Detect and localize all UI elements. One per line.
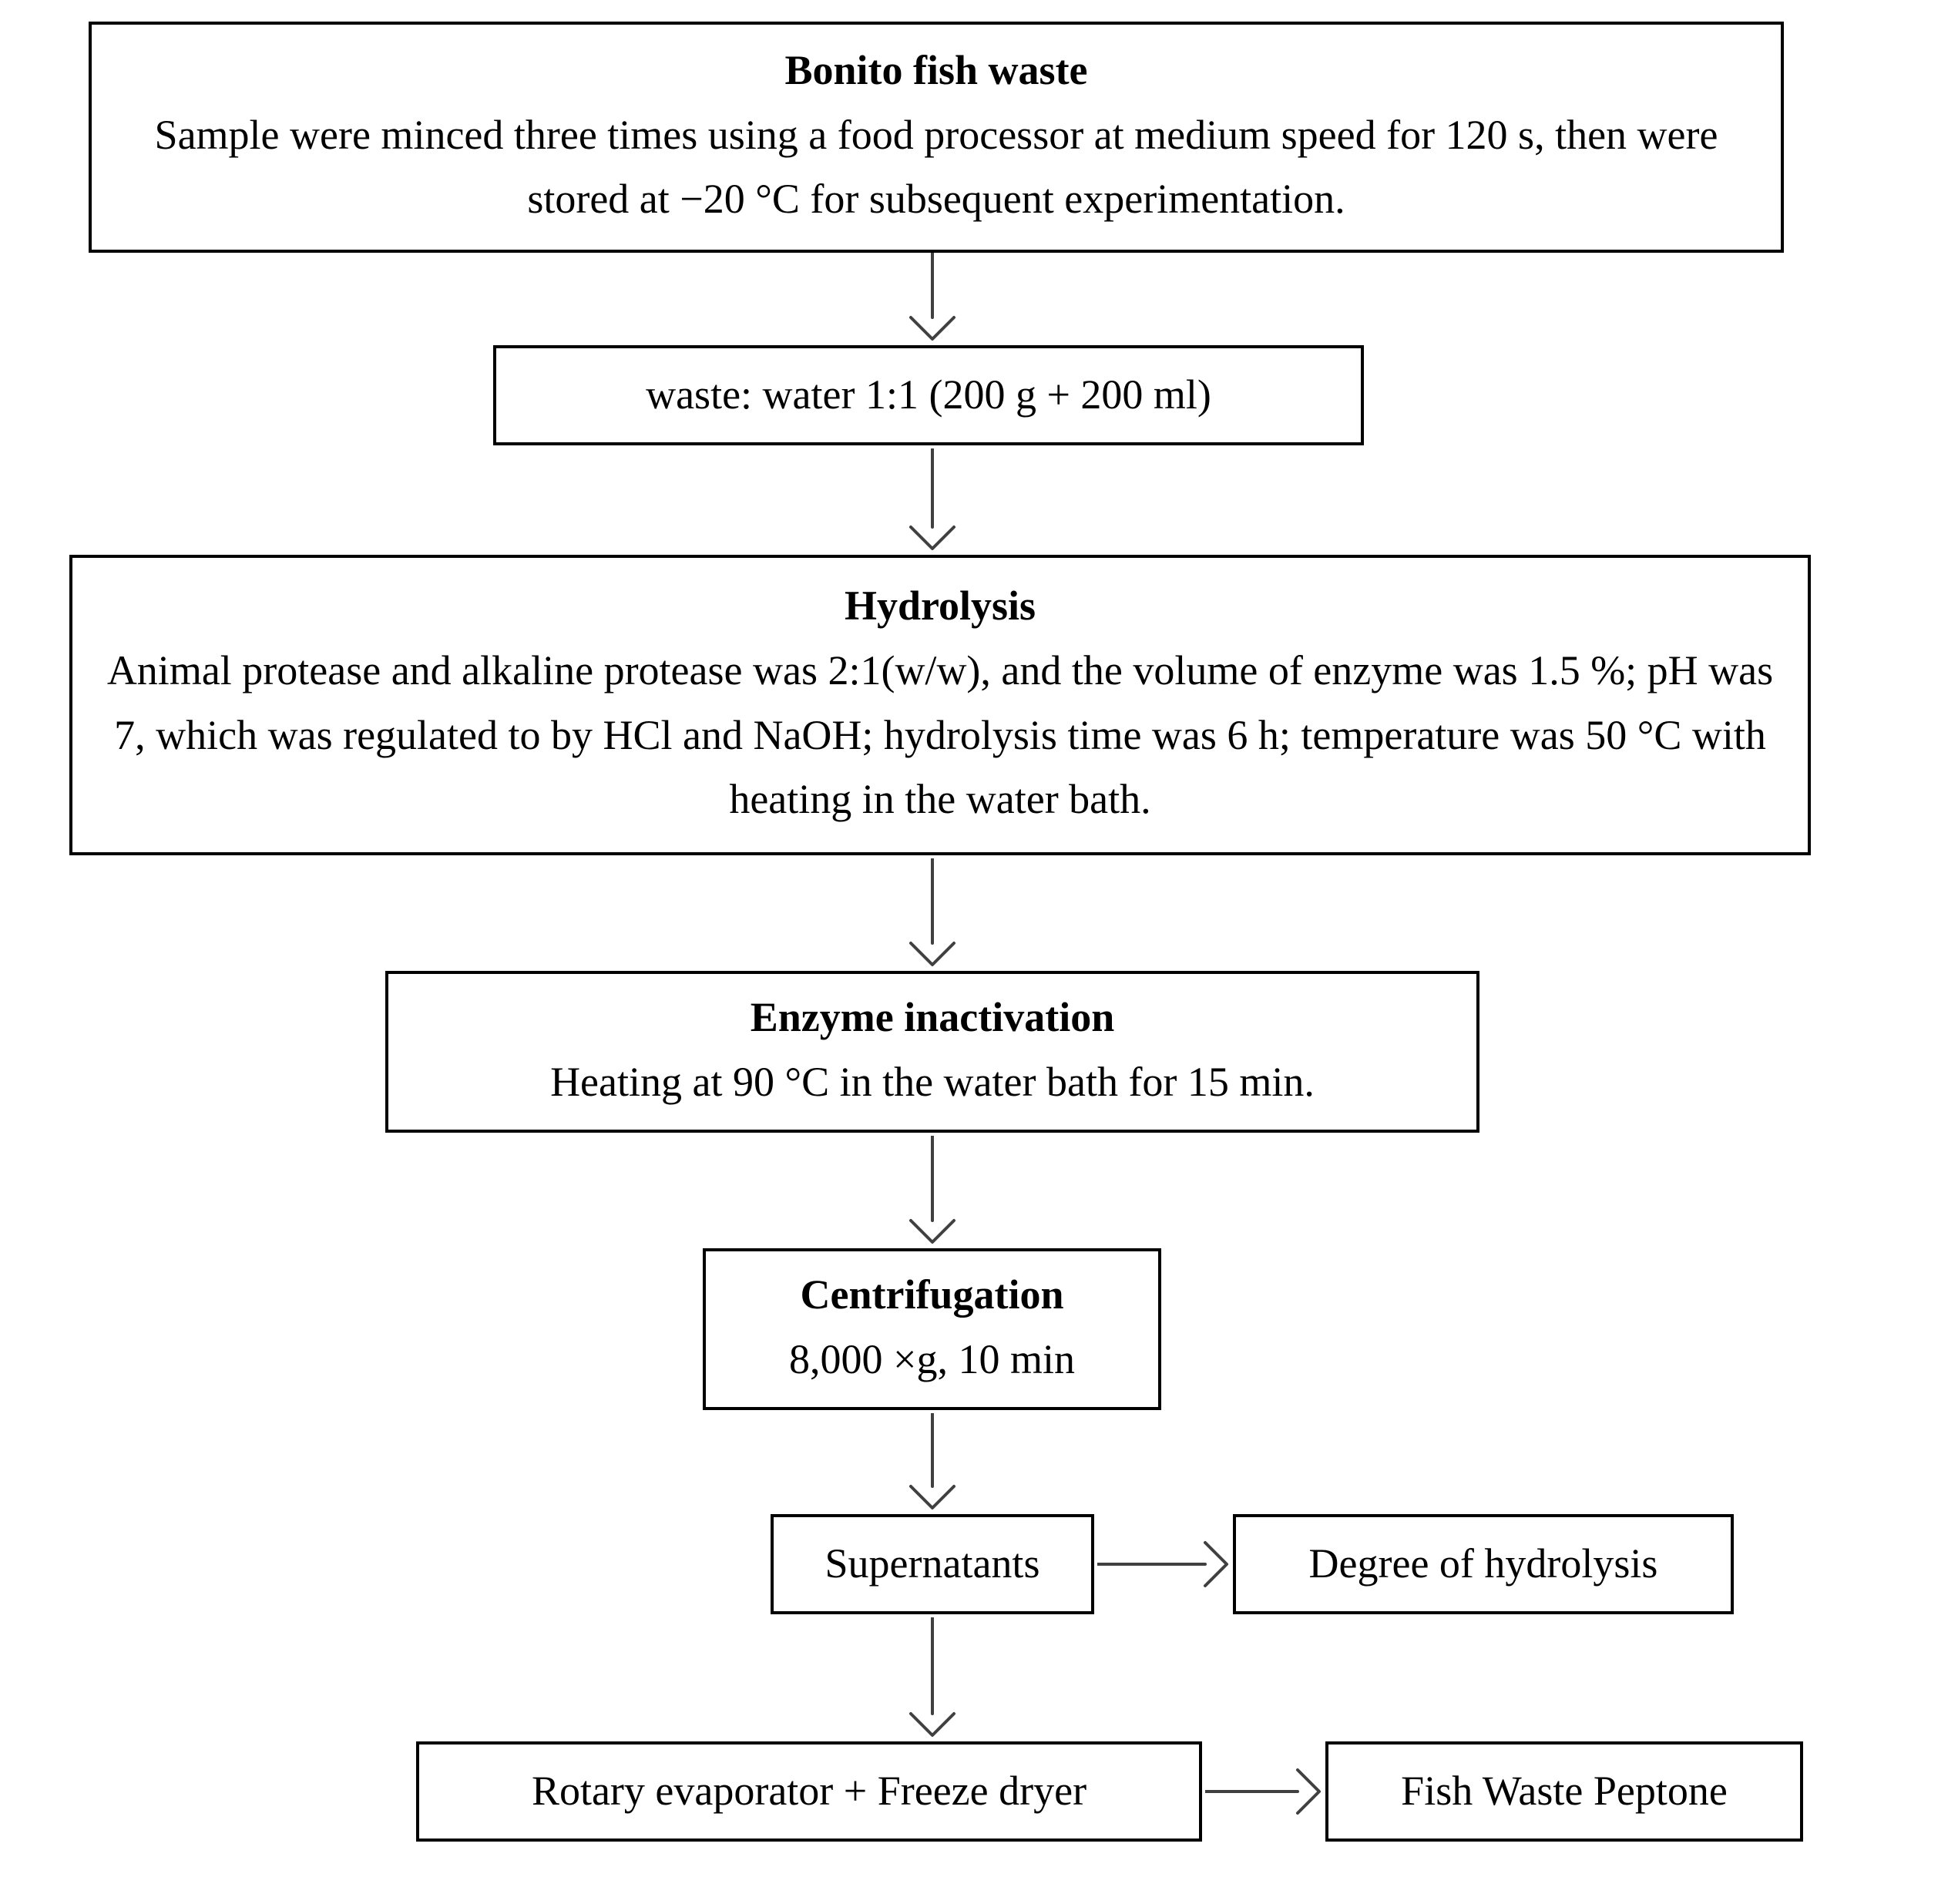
flow-node-body: waste: water 1:1 (200 g + 200 ml) [646,363,1211,428]
flow-arrow [908,1413,957,1511]
flow-node-title: Centrifugation [801,1267,1064,1323]
flowchart-canvas: Bonito fish wasteSample were minced thre… [0,0,1958,1904]
flow-node-body: Sample were minced three times using a f… [115,103,1758,232]
flow-node-n6: Supernatants [771,1514,1094,1614]
flow-node-n9: Fish Waste Peptone [1325,1741,1803,1842]
flow-arrow [908,1617,957,1738]
flow-arrow [908,448,957,552]
flow-arrow [908,858,957,968]
flow-node-n8: Rotary evaporator + Freeze dryer [416,1741,1202,1842]
flow-node-title: Enzyme inactivation [751,989,1114,1046]
flow-node-n5: Centrifugation8,000 ×g, 10 min [703,1248,1161,1410]
flow-node-body: Heating at 90 °C in the water bath for 1… [550,1050,1315,1115]
flow-node-body: Degree of hydrolysis [1309,1532,1658,1597]
flow-arrow [1205,1767,1322,1816]
flow-node-body: Fish Waste Peptone [1401,1759,1728,1824]
flow-node-n7: Degree of hydrolysis [1233,1514,1734,1614]
flow-arrow [1097,1540,1230,1589]
flow-node-n4: Enzyme inactivationHeating at 90 °C in t… [385,971,1479,1133]
flow-node-body: Supernatants [825,1532,1040,1597]
flow-node-body: Animal protease and alkaline protease wa… [96,639,1785,832]
flow-arrow [908,253,957,342]
flow-arrow [908,1136,957,1245]
flow-node-body: Rotary evaporator + Freeze dryer [532,1759,1086,1824]
flow-node-title: Bonito fish waste [784,42,1087,99]
flow-node-n2: waste: water 1:1 (200 g + 200 ml) [493,345,1364,445]
flow-node-n1: Bonito fish wasteSample were minced thre… [89,22,1784,253]
flow-node-title: Hydrolysis [845,578,1036,634]
flow-node-body: 8,000 ×g, 10 min [789,1328,1075,1392]
flow-node-n3: HydrolysisAnimal protease and alkaline p… [69,555,1811,855]
